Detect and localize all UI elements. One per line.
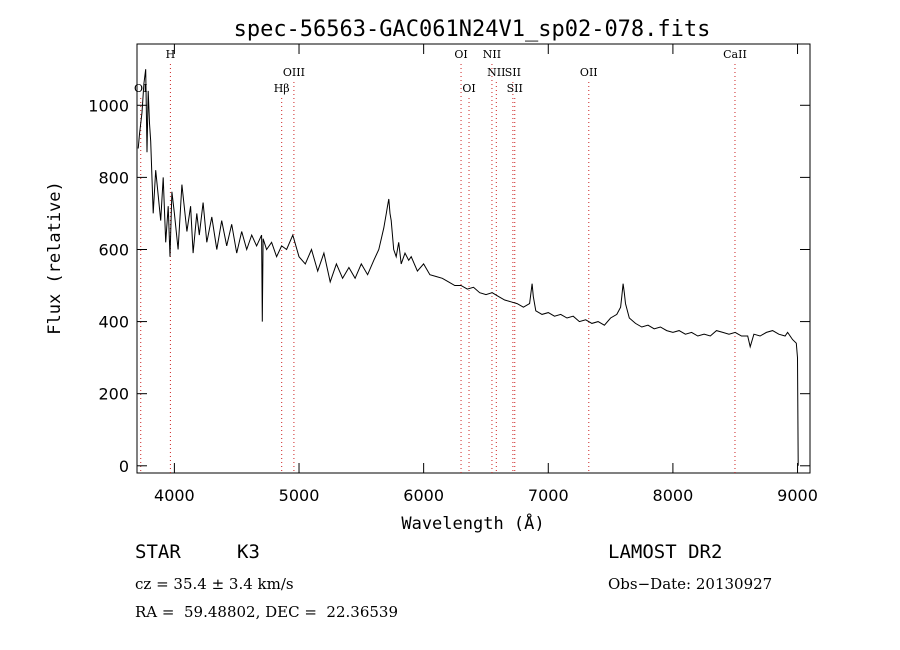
- y-tick-label: 800: [98, 168, 129, 187]
- radec-label: RA = 59.48802, DEC = 22.36539: [135, 603, 399, 621]
- y-tick-label: 200: [98, 385, 129, 404]
- line-mark-label: OIII: [283, 66, 305, 79]
- line-mark-label: SII: [505, 66, 521, 79]
- x-tick-label: 8000: [653, 486, 694, 505]
- y-tick-label: 400: [98, 313, 129, 332]
- y-axis-label: Flux (relative): [45, 181, 65, 335]
- axis-ticks: 4000 5000 6000 7000 8000 9000 0 200 400 600 800 100…: [88, 44, 818, 505]
- chart-title: spec-56563-GAC061N24V1_sp02-078.fits: [234, 17, 711, 42]
- y-tick-label: 1000: [88, 96, 129, 115]
- y-tick-label: 0: [119, 457, 129, 476]
- x-axis-label: Wavelength (Å): [401, 512, 544, 534]
- x-tick-label: 5000: [279, 486, 320, 505]
- class-label: STAR: [135, 541, 181, 563]
- y-tick-label: 600: [98, 240, 129, 259]
- line-mark-label: Hβ: [274, 82, 290, 95]
- line-mark-label: OI: [134, 82, 147, 95]
- x-tick-label: 7000: [528, 486, 569, 505]
- line-mark-label: OI: [462, 82, 475, 95]
- line-mark-label: NII: [487, 66, 505, 79]
- x-tick-label: 6000: [403, 486, 444, 505]
- line-mark-label: SII: [507, 82, 523, 95]
- obs-date-label: Obs−Date: 20130927: [608, 575, 773, 593]
- line-mark-label: NII: [483, 48, 501, 61]
- line-mark-label: H: [166, 48, 176, 61]
- x-tick-label: 4000: [154, 486, 195, 505]
- x-tick-label: 9000: [777, 486, 818, 505]
- subclass-label: K3: [237, 541, 260, 563]
- line-mark-label: OII: [580, 66, 598, 79]
- spectrum-line: [137, 69, 799, 466]
- survey-label: LAMOST DR2: [608, 541, 723, 563]
- cz-label: cz = 35.4 ± 3.4 km/s: [135, 575, 294, 593]
- series-layer: [137, 69, 799, 466]
- line-mark-label: CaII: [723, 48, 747, 61]
- line-mark-label: OI: [454, 48, 467, 61]
- plot-frame: [136, 43, 811, 474]
